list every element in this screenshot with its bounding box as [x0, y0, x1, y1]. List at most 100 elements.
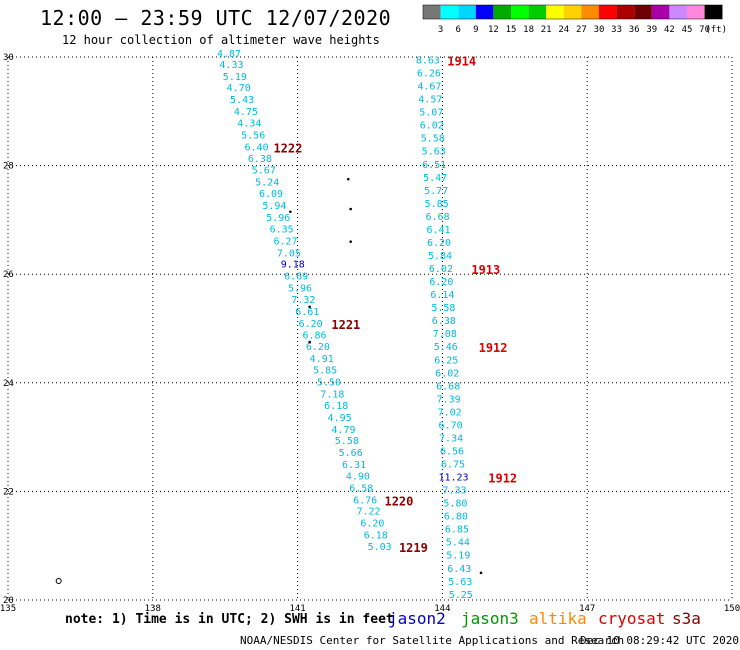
wave-height-label: 6.20 — [306, 342, 330, 353]
wave-height-label: 5.63 — [422, 147, 446, 158]
time-label: 1221 — [331, 318, 360, 332]
wave-height-label: 6.18 — [324, 401, 348, 412]
satellite-legend-jason2: jason2 — [388, 609, 446, 628]
wave-height-label: 6.86 — [302, 330, 326, 341]
satellite-legend-jason3: jason3 — [461, 609, 519, 628]
legend-label: 15 — [506, 25, 517, 35]
legend-swatch — [528, 5, 547, 19]
time-label: 1912 — [488, 472, 517, 486]
wave-height-label: 4.79 — [331, 425, 355, 436]
time-label: 1913 — [471, 263, 500, 277]
footer-credit: NOAA/NESDIS Center for Satellite Applica… — [240, 634, 625, 647]
x-tick-label: 147 — [579, 604, 595, 614]
wave-height-label: 5.19 — [446, 551, 470, 562]
legend-label: 27 — [576, 25, 587, 35]
islet-2 — [349, 207, 352, 211]
wave-height-label: 11.23 — [438, 473, 468, 484]
wave-height-label: 4.67 — [417, 82, 441, 93]
wave-height-label: 6.56 — [440, 446, 464, 457]
time-label: 1220 — [384, 494, 413, 508]
map-subtitle: 12 hour collection of altimeter wave hei… — [62, 33, 380, 47]
wave-height-label: 9.18 — [281, 260, 305, 271]
wave-height-label: 6.76 — [353, 495, 377, 506]
wave-height-label: 7.02 — [438, 407, 462, 418]
wave-height-label: 5.58 — [431, 303, 455, 314]
wave-height-label: 5.77 — [424, 186, 448, 197]
wave-height-label: 5.67 — [252, 166, 276, 177]
wave-height-label: 6.38 — [432, 316, 456, 327]
legend-swatch — [581, 5, 599, 19]
wave-height-label: 7.18 — [320, 389, 344, 400]
wave-height-label: 6.80 — [444, 512, 468, 523]
wave-height-label: 6.09 — [259, 189, 283, 200]
y-tick-label: 28 — [3, 162, 14, 172]
wave-height-label: 5.24 — [255, 178, 279, 189]
wave-height-label: 6.31 — [342, 460, 366, 471]
wave-height-label: 4.34 — [237, 119, 261, 130]
wave-height-label: 5.03 — [368, 542, 392, 553]
wave-height-label: 8.63 — [416, 56, 440, 67]
satellite-legend-s3a: s3a — [672, 609, 701, 628]
wave-height-label: 7.34 — [439, 433, 463, 444]
wave-height-label: 5.58 — [335, 436, 359, 447]
wave-height-label: 6.43 — [447, 564, 471, 575]
wave-height-label: 5.80 — [443, 499, 467, 510]
wave-height-label: 5.66 — [339, 448, 363, 459]
legend-swatch — [616, 5, 635, 19]
legend-swatch — [546, 5, 564, 19]
legend-swatch — [423, 5, 441, 19]
wave-height-label: 6.68 — [426, 212, 450, 223]
wave-height-label: 5.43 — [230, 95, 254, 106]
footer-note: note: 1) Time is in UTC; 2) SWH is in fe… — [65, 612, 394, 627]
legend-frame — [422, 4, 723, 20]
wave-height-label: 5.85 — [313, 366, 337, 377]
wave-height-label: 4.87 — [217, 49, 241, 60]
wave-height-label: 7.05 — [277, 248, 301, 259]
legend-label: 18 — [523, 25, 534, 35]
wave-height-label: 6.40 — [245, 142, 269, 153]
wave-height-label: 7.22 — [357, 507, 381, 518]
wave-height-label: 4.95 — [328, 413, 352, 424]
wave-height-label: 6.35 — [270, 224, 294, 235]
legend-swatch — [458, 5, 476, 19]
legend-swatch — [669, 5, 687, 19]
islet-1 — [346, 177, 350, 181]
wave-height-label: 7.33 — [442, 486, 466, 497]
y-tick-label: 20 — [3, 596, 14, 606]
wave-height-label: 6.75 — [441, 460, 465, 471]
wave-height-label: 5.96 — [266, 213, 290, 224]
islet-8 — [55, 577, 62, 584]
legend-swatch — [634, 5, 652, 19]
wave-height-label: 6.38 — [248, 154, 272, 165]
color-legend: 3 6 9 12 15 18 21 24 27 30 33 36 39 42 45 70(ft) — [422, 4, 727, 35]
legend-label: 45 — [682, 25, 693, 35]
wave-height-label: 6.20 — [427, 238, 451, 249]
wave-height-label: 5.85 — [425, 199, 449, 210]
legend-swatch — [475, 5, 494, 19]
wave-height-label: 5.63 — [448, 577, 472, 588]
wave-height-label: 5.19 — [223, 72, 247, 83]
y-tick-label: 22 — [3, 487, 14, 497]
legend-label: 30 — [594, 25, 605, 35]
time-label: 1219 — [399, 541, 428, 555]
wave-height-label: 6.02 — [420, 121, 444, 132]
wave-height-label: 6.69 — [284, 272, 308, 283]
time-label: 1912 — [479, 341, 508, 355]
legend-label: (ft) — [705, 25, 727, 35]
wave-height-label: 7.32 — [291, 295, 315, 306]
wave-height-label: 6.27 — [273, 236, 297, 247]
legend-label: 24 — [558, 25, 569, 35]
islet-3 — [349, 240, 352, 243]
wave-height-label: 6.85 — [445, 525, 469, 536]
wave-height-label: 5.84 — [428, 251, 452, 262]
map-title: 12:00 — 23:59 UTC 12/07/2020 — [40, 6, 392, 30]
legend-label: 39 — [646, 25, 657, 35]
x-tick-label: 135 — [0, 604, 16, 614]
wave-height-label: 5.56 — [241, 130, 265, 141]
wave-height-label: 6.18 — [364, 531, 388, 542]
islet-5 — [308, 305, 311, 309]
wave-height-label: 5.46 — [434, 342, 458, 353]
wave-height-label: 5.94 — [262, 201, 286, 212]
wave-height-label: 6.26 — [417, 69, 441, 80]
